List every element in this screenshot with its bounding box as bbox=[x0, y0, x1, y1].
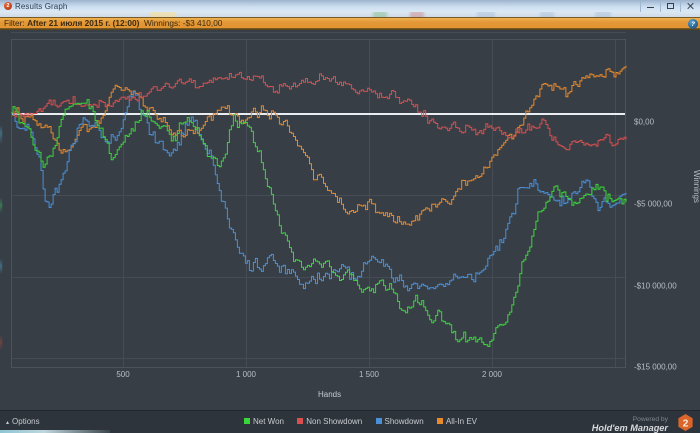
svg-text:2: 2 bbox=[683, 418, 689, 429]
